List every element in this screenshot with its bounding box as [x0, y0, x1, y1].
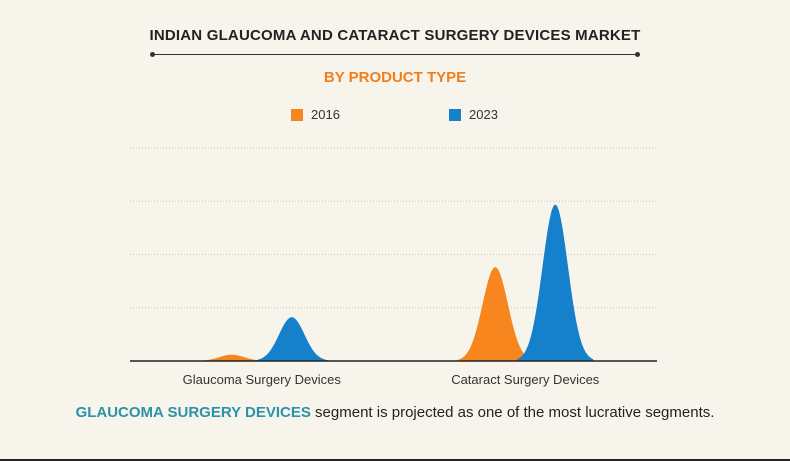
- legend-swatch-2023: [449, 108, 461, 121]
- title-divider: [150, 52, 640, 57]
- chart-title: INDIAN GLAUCOMA AND CATARACT SURGERY DEV…: [149, 27, 641, 44]
- x-tick-label: Glaucoma Surgery Devices: [183, 372, 342, 387]
- footer-caption: GLAUCOMA SURGERY DEVICES segment is proj…: [0, 404, 790, 421]
- peak-2016-0: [193, 354, 270, 361]
- legend-item-2016: 2016: [291, 107, 340, 122]
- footer-text: segment is projected as one of the most …: [310, 404, 715, 421]
- legend-item-2023: 2023: [449, 107, 498, 122]
- peak-2023-0: [253, 317, 330, 361]
- x-tick-label: Cataract Surgery Devices: [451, 372, 600, 387]
- peak-2016-1: [457, 267, 534, 361]
- peak-2023-1: [517, 204, 594, 361]
- legend-swatch-2016: [291, 108, 303, 121]
- chart-subtitle: BY PRODUCT TYPE: [323, 69, 467, 86]
- legend-label-2023: 2023: [469, 107, 498, 122]
- footer-highlight: GLAUCOMA SURGERY DEVICES: [75, 404, 311, 421]
- legend-label-2016: 2016: [311, 107, 340, 122]
